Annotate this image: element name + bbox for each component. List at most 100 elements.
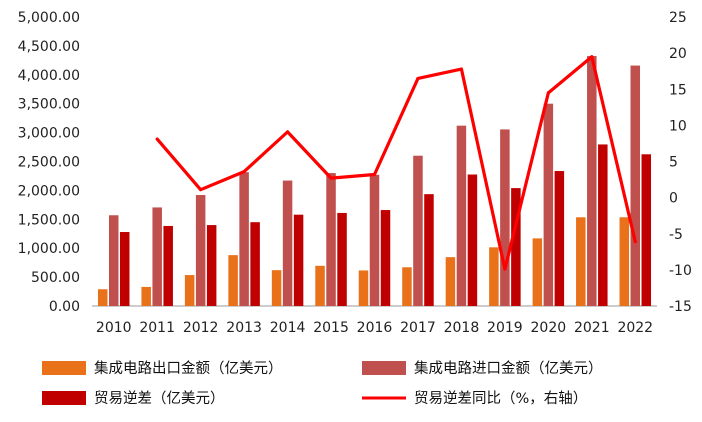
- yoy-point-2020: [546, 91, 550, 95]
- y-left-tick-label: 500.00: [31, 270, 80, 286]
- legend-swatch: [42, 361, 86, 375]
- y-left-tick-label: 2,500.00: [18, 155, 80, 171]
- bar-3-2022: [641, 154, 652, 306]
- legend-swatch: [42, 391, 86, 405]
- bar-3-2010: [119, 232, 130, 306]
- y-right-tick-label: 20: [669, 46, 687, 62]
- bar-1-2010: [97, 289, 108, 306]
- y-left-tick-label: 4,500.00: [18, 39, 80, 55]
- x-tick-label: 2018: [444, 320, 480, 336]
- bar-2-2018: [456, 125, 467, 306]
- x-tick-label: 2011: [139, 320, 175, 336]
- x-tick-label: 2019: [487, 320, 523, 336]
- x-tick-label: 2020: [531, 320, 567, 336]
- y-right-tick-label: 25: [669, 10, 687, 26]
- legend-label: 集成电路进口金额（亿美元）: [414, 360, 603, 377]
- bar-2-2022: [630, 65, 641, 306]
- y-right-tick-label: -5: [669, 227, 683, 243]
- bar-3-2018: [467, 174, 478, 306]
- y-right-tick-label: -10: [669, 263, 692, 279]
- bar-3-2017: [424, 194, 434, 306]
- bar-1-2021: [576, 217, 586, 306]
- y-left-tick-label: 5,000.00: [18, 10, 80, 26]
- yoy-point-2021: [590, 55, 594, 59]
- x-tick-label: 2016: [357, 320, 393, 336]
- x-tick-label: 2014: [270, 320, 306, 336]
- bar-3-2019: [511, 188, 521, 306]
- x-tick-label: 2013: [226, 320, 262, 336]
- x-tick-label: 2021: [574, 320, 610, 336]
- y-left-tick-label: 4,000.00: [18, 68, 80, 84]
- bars: [97, 56, 652, 306]
- bar-1-2017: [402, 267, 412, 306]
- bar-1-2012: [184, 275, 195, 306]
- yoy-series-line: [155, 55, 637, 271]
- yoy-point-2012: [199, 188, 203, 192]
- y-right-tick-label: 15: [669, 82, 687, 98]
- yoy-point-2017: [416, 76, 420, 80]
- bar-2-2020: [543, 103, 554, 306]
- bar-2-2021: [587, 56, 597, 306]
- y-right-tick-label: 0: [669, 191, 678, 207]
- bar-2-2010: [108, 215, 119, 306]
- yoy-point-2015: [329, 176, 333, 180]
- bar-1-2018: [445, 257, 456, 306]
- legend-item-4: 贸易逆差同比（%，右轴）: [362, 390, 587, 407]
- yoy-point-2019: [503, 267, 507, 271]
- x-tick-label: 2010: [96, 320, 132, 336]
- bar-2-2011: [152, 207, 162, 306]
- bar-1-2020: [532, 238, 543, 306]
- legend-label: 集成电路出口金额（亿美元）: [94, 360, 283, 377]
- legend-swatch: [362, 361, 406, 375]
- bar-2-2017: [413, 155, 423, 306]
- bar-2-2013: [239, 172, 249, 306]
- bar-3-2013: [250, 222, 260, 306]
- y-right-tick-labels: -15 -10 -5 0 5 10 15 20 25: [669, 10, 692, 315]
- y-right-tick-label: 5: [669, 155, 678, 171]
- x-tick-labels: 2010 2011 2012 2013 2014 2015 2016 2017 2018 2019…: [96, 320, 653, 336]
- bar-1-2022: [619, 217, 630, 306]
- yoy-point-2013: [242, 170, 246, 174]
- bar-3-2014: [293, 214, 304, 306]
- y-left-tick-label: 3,500.00: [18, 97, 80, 113]
- y-left-tick-label: 2,000.00: [18, 183, 80, 199]
- bar-2-2019: [500, 129, 510, 306]
- yoy-point-2011: [155, 137, 159, 141]
- y-right-tick-label: 10: [669, 118, 687, 134]
- yoy-point-2016: [373, 173, 376, 177]
- x-tick-label: 2015: [313, 320, 349, 336]
- bar-3-2015: [337, 212, 347, 306]
- bar-2-2015: [326, 173, 336, 306]
- y-left-tick-label: 3,000.00: [18, 126, 80, 142]
- y-left-tick-label: 1,500.00: [18, 212, 80, 228]
- bar-1-2016: [358, 270, 369, 306]
- bar-3-2020: [554, 171, 565, 306]
- y-left-tick-label: 1,000.00: [18, 241, 80, 257]
- bar-2-2012: [195, 195, 206, 306]
- legend-label: 贸易逆差（亿美元）: [94, 390, 225, 407]
- yoy-point-2014: [286, 130, 290, 134]
- x-tick-label: 2012: [183, 320, 219, 336]
- bar-3-2021: [598, 144, 608, 306]
- bar-3-2016: [380, 210, 391, 306]
- yoy-point-2022: [633, 240, 637, 244]
- legend-label: 贸易逆差同比（%，右轴）: [414, 390, 587, 407]
- bar-3-2011: [163, 225, 173, 306]
- x-tick-label: 2022: [617, 320, 653, 336]
- legend: 集成电路出口金额（亿美元） 集成电路进口金额（亿美元） 贸易逆差（亿美元） 贸易逆差同…: [42, 360, 603, 407]
- yoy-point-2018: [459, 67, 463, 71]
- y-left-tick-labels: 0.00 500.00 1,000.00 1,500.00 2,000.00 2,500.…: [18, 10, 80, 315]
- legend-item-3: 贸易逆差（亿美元）: [42, 390, 225, 407]
- y-right-tick-label: -15: [669, 299, 692, 315]
- legend-item-2: 集成电路进口金额（亿美元）: [362, 360, 603, 377]
- x-tick-label: 2017: [400, 320, 436, 336]
- bar-1-2015: [315, 265, 325, 306]
- y-left-tick-label: 0.00: [49, 299, 80, 315]
- bar-1-2013: [228, 255, 238, 306]
- bar-1-2014: [271, 270, 282, 306]
- bar-1-2019: [489, 247, 499, 306]
- yoy-line: [155, 55, 637, 271]
- bar-2-2014: [282, 180, 293, 306]
